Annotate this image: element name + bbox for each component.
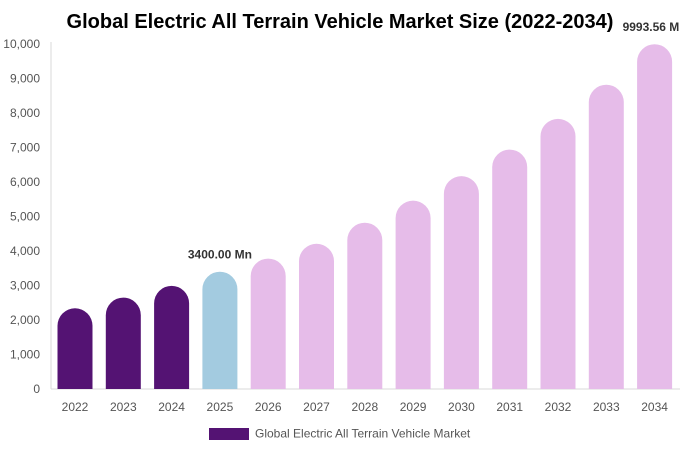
- y-tick-label: 7,000: [10, 141, 40, 155]
- y-tick-label: 8,000: [10, 106, 40, 120]
- legend-label: Global Electric All Terrain Vehicle Mark…: [255, 427, 471, 441]
- y-tick-label: 1,000: [10, 348, 40, 362]
- y-axis: 0 1,000 2,000 3,000 4,000 5,000 6,000 7,000 8,00…: [3, 37, 52, 396]
- x-tick-label: 2033: [593, 400, 620, 414]
- bar-2025: [202, 271, 238, 389]
- bar-2023: [105, 297, 141, 389]
- y-tick-label: 3,000: [10, 279, 40, 293]
- x-tick-label: 2029: [400, 400, 427, 414]
- x-tick-label: 2030: [448, 400, 475, 414]
- legend-swatch: [209, 428, 249, 440]
- data-label-2025: 3400.00 Mn: [188, 248, 252, 262]
- data-label-2034: 9993.56 Mn: [623, 20, 680, 34]
- x-tick-label: 2034: [641, 400, 668, 414]
- bar-2029: [395, 200, 431, 389]
- x-tick-label: 2024: [158, 400, 185, 414]
- bar-2030: [443, 176, 479, 389]
- y-tick-label: 5,000: [10, 210, 40, 224]
- y-tick-label: 4,000: [10, 244, 40, 258]
- chart-title: Global Electric All Terrain Vehicle Mark…: [67, 11, 614, 33]
- bar-2024: [154, 285, 190, 389]
- legend: Global Electric All Terrain Vehicle Mark…: [209, 427, 471, 441]
- x-tick-label: 2028: [351, 400, 378, 414]
- x-tick-label: 2025: [207, 400, 234, 414]
- bar-2033: [588, 84, 624, 390]
- bar-2022: [57, 308, 93, 389]
- x-tick-label: 2023: [110, 400, 137, 414]
- bar-2027: [299, 243, 334, 389]
- bar-2032: [540, 118, 576, 390]
- bar-2028: [347, 222, 383, 389]
- bar-2026: [250, 258, 286, 389]
- y-tick-label: 6,000: [10, 175, 40, 189]
- y-tick-label: 0: [33, 382, 40, 396]
- bar-2031: [492, 149, 528, 389]
- y-tick-label: 2,000: [10, 313, 40, 327]
- x-axis: 2022 2023 2024 2025 2026 2027 2028 2029 2030 2031…: [51, 388, 680, 414]
- bar-2034: [637, 44, 673, 390]
- bars: [57, 44, 673, 390]
- x-tick-label: 2031: [496, 400, 523, 414]
- x-tick-label: 2022: [62, 400, 89, 414]
- x-tick-label: 2026: [255, 400, 282, 414]
- y-tick-label: 9,000: [10, 72, 40, 86]
- x-tick-label: 2032: [545, 400, 572, 414]
- x-tick-label: 2027: [303, 400, 330, 414]
- y-tick-label: 10,000: [3, 37, 40, 51]
- data-labels: 3400.00 Mn 9993.56 Mn: [188, 20, 680, 261]
